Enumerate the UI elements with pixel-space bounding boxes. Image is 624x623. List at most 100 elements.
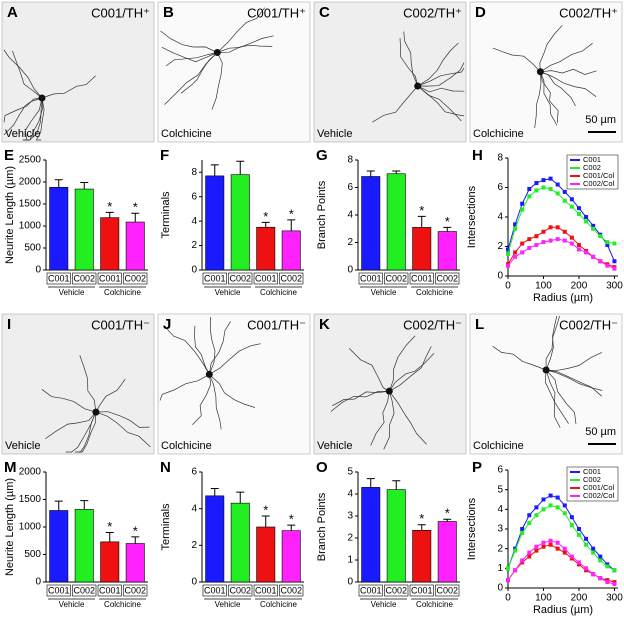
series-line	[507, 504, 615, 571]
series-line	[507, 238, 615, 270]
bar	[100, 541, 120, 583]
data-point	[612, 568, 617, 573]
significance-mark: *	[133, 523, 138, 538]
y-tick-label: 5	[347, 467, 353, 478]
neurite	[544, 369, 569, 424]
bar	[74, 509, 94, 583]
y-tick-label: 1000	[19, 522, 42, 533]
legend-label: C001/Col	[583, 171, 615, 180]
panel-letter: F	[160, 147, 169, 164]
image-caption: Colchicine	[473, 128, 524, 140]
neurite	[539, 25, 563, 72]
bar	[125, 221, 145, 271]
data-point	[555, 237, 560, 242]
legend-label: C001	[583, 467, 601, 476]
neurite	[77, 412, 97, 453]
y-tick-label: 2	[497, 241, 503, 252]
soma	[536, 68, 544, 76]
neurite	[399, 38, 419, 87]
x-tick-label: C001	[411, 273, 433, 283]
error-bar	[105, 211, 114, 218]
data-point	[562, 550, 567, 555]
neurite	[41, 389, 96, 413]
panel-letter: H	[472, 147, 483, 164]
category-box	[97, 272, 122, 285]
data-point	[520, 558, 525, 563]
series-line	[507, 178, 615, 262]
bar	[49, 186, 69, 271]
group-label: Vehicle	[215, 600, 241, 609]
x-tick-label: C001	[204, 585, 226, 595]
error-bar	[287, 219, 296, 231]
category-box	[72, 272, 97, 285]
category-box	[384, 272, 409, 285]
x-tick-label: 200	[571, 593, 588, 604]
data-point	[555, 540, 560, 545]
data-point	[548, 542, 553, 547]
bar	[361, 176, 381, 271]
data-point	[548, 538, 553, 543]
neurite	[211, 52, 223, 110]
x-tick-label: C002	[385, 585, 407, 595]
significance-mark: *	[289, 206, 294, 221]
x-tick-label: 0	[505, 281, 511, 292]
error-bar	[443, 226, 452, 232]
significance-mark: *	[419, 511, 424, 526]
data-point	[513, 254, 518, 259]
category-box	[46, 584, 71, 597]
soma	[542, 366, 550, 374]
data-point	[541, 229, 546, 234]
y-axis-label: Neurite Length (µm)	[4, 166, 16, 264]
neurite	[383, 391, 395, 450]
neurite	[546, 369, 603, 397]
image-title: C001/TH⁺	[247, 5, 306, 20]
error-bar	[105, 532, 114, 542]
panel-letter: D	[475, 4, 486, 21]
neurite	[65, 411, 97, 453]
group-label: Vehicle	[215, 288, 241, 297]
panel-letter: N	[160, 459, 171, 476]
group-label: Colchicine	[104, 600, 141, 609]
y-tick-label: 4	[347, 489, 353, 500]
legend-box	[566, 466, 619, 502]
error-bar	[210, 164, 219, 176]
panel-letter: J	[163, 316, 171, 333]
micrograph	[469, 1, 623, 143]
soma	[385, 387, 393, 395]
error-bar	[287, 524, 296, 531]
x-tick-label: C002	[124, 273, 146, 283]
group-label: Vehicle	[371, 600, 397, 609]
neurite	[540, 71, 558, 126]
y-tick-label: 0	[35, 265, 41, 276]
y-tick-label: 0	[35, 577, 41, 588]
x-tick-label: C002	[229, 585, 251, 595]
data-point	[562, 546, 567, 551]
group-label: Colchicine	[260, 288, 297, 297]
category-box	[46, 272, 71, 285]
neurite	[492, 47, 541, 73]
bar	[230, 174, 250, 271]
neurite	[388, 335, 416, 392]
soma	[38, 94, 46, 102]
y-tick-label: 2000	[19, 467, 42, 478]
legend-label: C002/Col	[583, 491, 615, 500]
data-point	[605, 263, 610, 268]
neurite	[540, 68, 597, 75]
neurite	[45, 411, 97, 439]
neurite	[23, 97, 43, 141]
data-point	[548, 238, 553, 243]
data-point	[527, 550, 532, 555]
y-tick-label: 5	[497, 484, 503, 495]
data-point	[527, 245, 532, 250]
neurite	[417, 85, 465, 117]
category-box	[384, 584, 409, 597]
data-point	[584, 219, 589, 224]
image-caption: Colchicine	[161, 128, 212, 140]
significance-mark: *	[445, 506, 450, 521]
image-title: C001/TH⁻	[91, 317, 150, 332]
data-point	[584, 542, 589, 547]
neurite	[217, 44, 273, 53]
y-tick-label: 8	[347, 155, 353, 166]
neurite	[417, 85, 465, 93]
